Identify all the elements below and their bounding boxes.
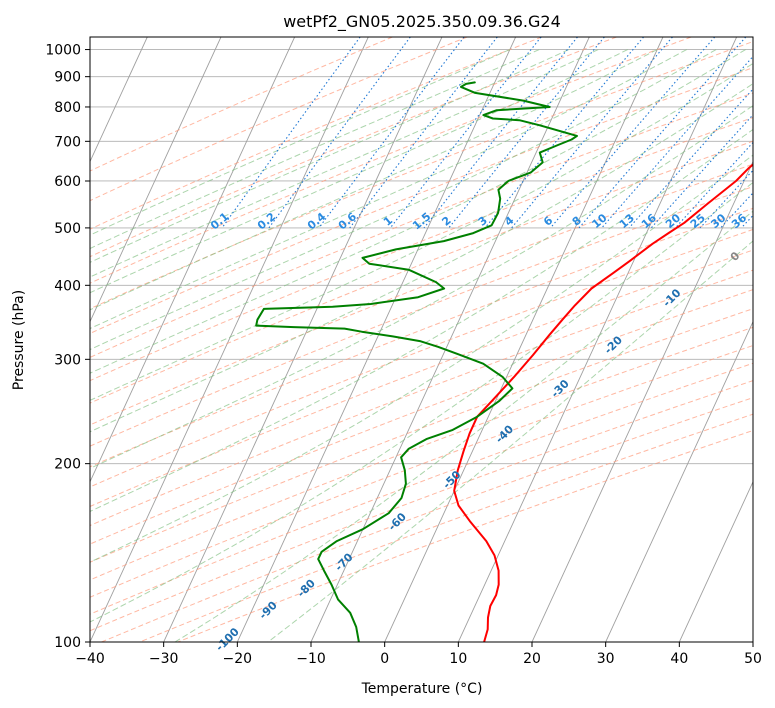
dewpoint-profile — [255, 81, 578, 642]
x-tick-label: −40 — [75, 651, 105, 667]
moist-adiabat-line — [90, 49, 569, 263]
isotherm-line — [90, 37, 148, 163]
dry-adiabat-line — [90, 37, 542, 230]
dry-adiabat-line — [90, 269, 753, 527]
mixing-ratio-line — [601, 55, 753, 229]
plot-background — [90, 37, 753, 642]
x-tick-label: −20 — [223, 651, 253, 667]
dry-adiabat-line — [90, 140, 753, 404]
dry-adiabat-line — [90, 186, 753, 447]
dry-adiabat-line — [90, 228, 753, 488]
moist-adiabat-line — [90, 49, 746, 374]
dry-adiabat-line — [90, 37, 393, 172]
dry-adiabat-line — [90, 37, 617, 258]
moist-adiabat-line — [90, 49, 717, 351]
x-tick-label: 30 — [597, 651, 615, 667]
x-tick-label: 0 — [380, 651, 389, 667]
x-tick-label: 20 — [523, 651, 541, 667]
moist-adiabat-line — [90, 49, 628, 294]
isotherm-line — [163, 37, 443, 642]
y-tick-label: 900 — [54, 70, 81, 86]
moist-adiabat-line — [90, 181, 753, 623]
isotherm-line — [90, 37, 222, 323]
moist-adiabat-line — [90, 49, 511, 236]
x-tick-label: 10 — [449, 651, 467, 667]
y-tick-label: 400 — [54, 278, 81, 294]
dry-adiabat-line — [90, 92, 753, 358]
x-axis-label: Temperature (°C) — [361, 681, 483, 697]
x-axis-ticks: −40 −30 −20 −10 0 10 20 30 40 50 — [75, 642, 762, 667]
moist-adiabat-line — [90, 49, 687, 330]
y-tick-label: 700 — [54, 134, 81, 150]
y-axis-ticks: 100 200 300 400 500 600 700 800 900 1000 — [45, 43, 90, 651]
y-tick-label: 100 — [54, 635, 81, 651]
mixing-ratio-line — [423, 37, 578, 229]
dry-adiabat-line — [90, 37, 692, 284]
isotherm-line — [457, 37, 738, 642]
dry-adiabat-line — [90, 163, 753, 426]
isotherm-line — [384, 37, 664, 642]
moist-adiabat-line — [90, 49, 540, 250]
dry-adiabat-line — [90, 207, 753, 468]
isotherm-line — [752, 640, 753, 642]
moist-adiabat-line — [90, 154, 753, 563]
y-tick-label: 300 — [54, 352, 81, 368]
mixing-ratio-line — [268, 37, 411, 229]
mixing-ratio-line — [674, 141, 753, 229]
y-tick-label: 800 — [54, 100, 81, 116]
dry-adiabat-line — [90, 249, 753, 508]
x-tick-label: 50 — [744, 651, 762, 667]
moist-adiabat-line — [267, 240, 753, 642]
mixing-ratio-line — [448, 37, 605, 229]
moist-adiabat-line — [90, 49, 658, 311]
moist-adiabat-line — [174, 210, 753, 642]
mixing-ratio-line — [221, 37, 361, 229]
dry-adiabat-line — [90, 41, 753, 310]
isotherm-line — [90, 37, 369, 642]
chart-title: wetPf2_GN05.2025.350.09.36.G24 — [283, 12, 561, 32]
mixing-ratio-line — [484, 37, 645, 229]
mixing-ratio-line — [389, 37, 542, 229]
x-tick-label: −10 — [296, 651, 326, 667]
moist-adiabat-line — [90, 62, 753, 401]
moist-adiabat-line — [90, 49, 599, 278]
isotherm-line — [605, 320, 753, 642]
isotherm-line — [90, 37, 296, 483]
dry-adiabat-line — [90, 116, 753, 382]
y-tick-label: 500 — [54, 221, 81, 237]
y-tick-label: 1000 — [45, 43, 81, 59]
y-axis-label: Pressure (hPa) — [11, 290, 27, 390]
x-tick-label: 40 — [670, 651, 688, 667]
mixing-ratio-line — [578, 37, 747, 229]
pressure-gridlines — [90, 49, 753, 643]
moist-adiabat-line — [90, 105, 753, 469]
moist-adiabat-line — [90, 128, 753, 512]
isotherm-line — [678, 480, 753, 642]
isotherm-line — [531, 160, 753, 642]
mixing-ratio-line — [511, 37, 673, 229]
x-tick-label: −30 — [149, 651, 179, 667]
temperature-profile — [453, 163, 753, 642]
moist-adiabat-line — [90, 83, 753, 433]
profile-lines — [255, 81, 753, 642]
background-lines — [90, 37, 753, 642]
plot-frame — [89, 36, 754, 643]
y-tick-label: 200 — [54, 457, 81, 473]
isotherm-line — [236, 37, 517, 642]
y-tick-label: 600 — [54, 174, 81, 190]
